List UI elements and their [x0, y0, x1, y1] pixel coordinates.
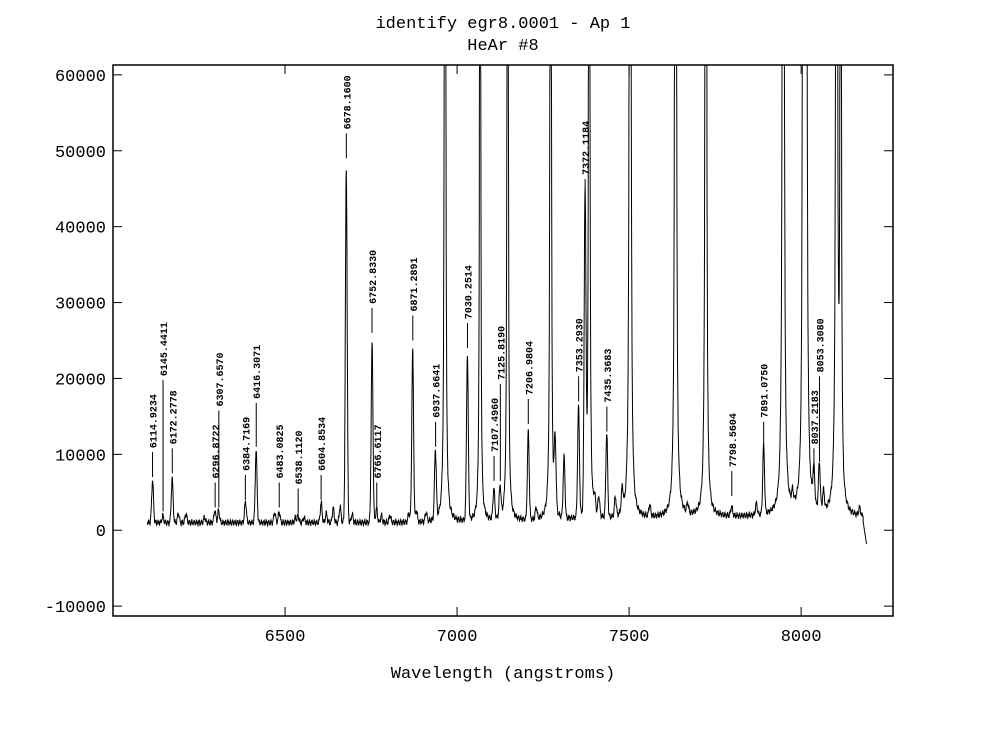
line-id-label: 6145.4411	[160, 322, 171, 376]
x-tick-label: 7000	[437, 628, 478, 647]
line-id-label: 7125.8190	[497, 326, 508, 380]
line-id-label: 7435.3683	[604, 349, 615, 403]
chart-subtitle: HeAr #8	[467, 37, 538, 56]
line-id-label: 6172.2778	[169, 390, 180, 444]
line-id-label: 6307.6570	[216, 352, 227, 406]
chart-title: identify egr8.0001 - Ap 1	[375, 15, 630, 34]
line-id-label: 7206.9804	[525, 341, 536, 395]
line-id-label: 6384.7169	[242, 417, 253, 471]
line-id-label: 6766.6117	[374, 424, 385, 478]
y-tick-label: 0	[96, 523, 106, 542]
y-tick-label: 50000	[55, 144, 106, 163]
x-axis-label: Wavelength (angstroms)	[391, 665, 615, 684]
line-id-label: 7798.5604	[729, 413, 740, 467]
spectrum-line	[146, 65, 867, 544]
line-id-label: 8053.3080	[816, 318, 827, 372]
y-tick-label: -10000	[45, 599, 106, 618]
line-id-label: 7891.0750	[761, 364, 772, 418]
line-id-label: 6483.0825	[276, 424, 287, 478]
line-id-label: 6752.8330	[369, 250, 380, 304]
line-id-label: 6604.8534	[318, 417, 329, 471]
line-id-label: 6416.3071	[253, 345, 264, 399]
line-id-label: 7030.2514	[464, 265, 475, 319]
line-id-label: 6678.1600	[343, 75, 354, 129]
x-tick-label: 6500	[265, 628, 306, 647]
y-tick-label: 60000	[55, 68, 106, 87]
y-tick-label: 20000	[55, 371, 106, 390]
y-tick-label: 10000	[55, 447, 106, 466]
x-tick-label: 8000	[781, 628, 822, 647]
plot-frame	[112, 64, 894, 617]
line-id-label: 6538.1120	[295, 431, 306, 485]
line-id-label: 7107.4960	[491, 398, 502, 452]
line-id-label: 6114.9234	[150, 394, 161, 448]
line-id-label: 6871.2891	[410, 257, 421, 311]
line-id-label: 7372.1184	[582, 121, 593, 175]
y-tick-label: 30000	[55, 296, 106, 315]
x-tick-label: 7500	[609, 628, 650, 647]
line-id-label: 7353.2930	[576, 318, 587, 372]
line-id-label: 6937.6641	[433, 364, 444, 418]
line-id-label: 8037.2183	[811, 390, 822, 444]
line-id-label: 6296.8722	[212, 424, 223, 478]
y-tick-label: 40000	[55, 220, 106, 239]
